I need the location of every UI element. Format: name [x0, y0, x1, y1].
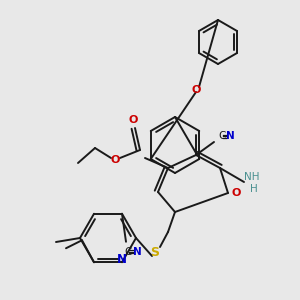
Text: O: O	[191, 85, 201, 95]
Text: N: N	[117, 253, 127, 266]
Text: N: N	[226, 131, 235, 141]
Text: C: C	[218, 131, 225, 141]
Text: N: N	[133, 247, 142, 257]
Text: C: C	[124, 247, 131, 257]
Text: NH: NH	[244, 172, 260, 182]
Text: S: S	[151, 245, 160, 259]
Text: O: O	[231, 188, 241, 198]
Text: O: O	[110, 155, 120, 165]
Text: O: O	[128, 115, 138, 125]
Text: H: H	[250, 184, 258, 194]
